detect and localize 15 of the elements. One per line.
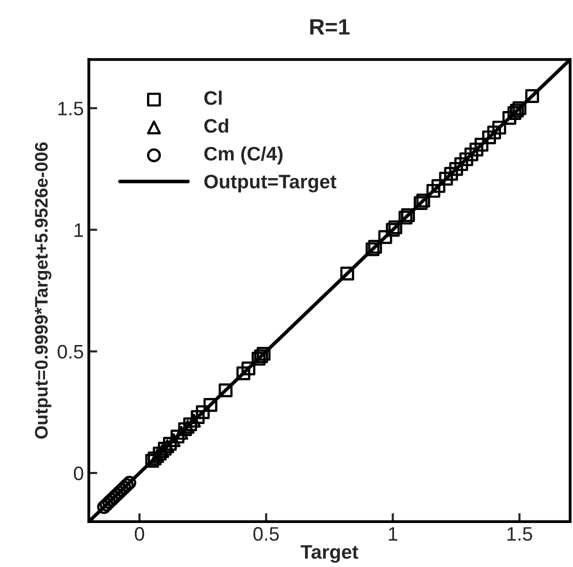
y-tick-label: 1: [74, 223, 84, 237]
legend-label: Cl: [204, 90, 222, 105]
y-axis-title: Output=0.9999*Target+5.9526e-006: [34, 142, 52, 439]
y-tick-label: 1.5: [58, 102, 84, 116]
legend-label: Cd: [204, 118, 228, 133]
x-axis-title: Target: [300, 545, 358, 563]
x-tick-label: 0: [134, 527, 144, 541]
x-tick-label: 1.5: [507, 527, 532, 541]
y-tick-label: 0: [74, 466, 84, 480]
x-tick-label: 0.5: [253, 527, 279, 541]
legend-label: Output=Target: [204, 174, 336, 192]
chart-title: R=1: [310, 19, 350, 35]
legend-label: Cm (C/4): [204, 146, 283, 164]
x-tick-label: 1: [388, 527, 398, 541]
y-tick-label: 0.5: [58, 344, 84, 359]
